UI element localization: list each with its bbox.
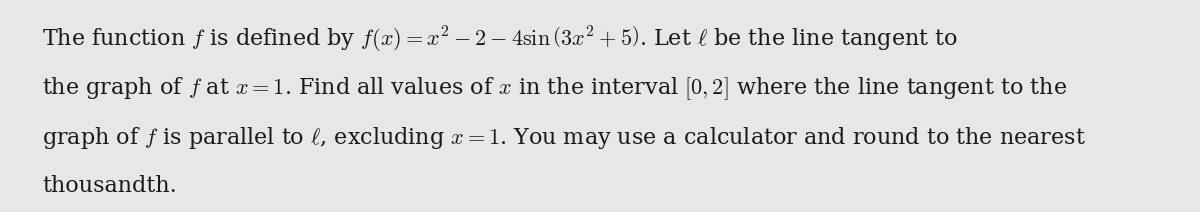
Text: thousandth.: thousandth. [42,175,176,197]
Text: graph of $f$ is parallel to $\ell$, excluding $x = 1$. You may use a calculator : graph of $f$ is parallel to $\ell$, excl… [42,125,1086,151]
Text: The function $f$ is defined by $f(x) = x^2 - 2 - 4\sin\left(3x^2 + 5\right)$. Le: The function $f$ is defined by $f(x) = x… [42,25,958,56]
Text: the graph of $f$ at $x = 1$. Find all values of $x$ in the interval $[0, 2]$ whe: the graph of $f$ at $x = 1$. Find all va… [42,75,1067,102]
